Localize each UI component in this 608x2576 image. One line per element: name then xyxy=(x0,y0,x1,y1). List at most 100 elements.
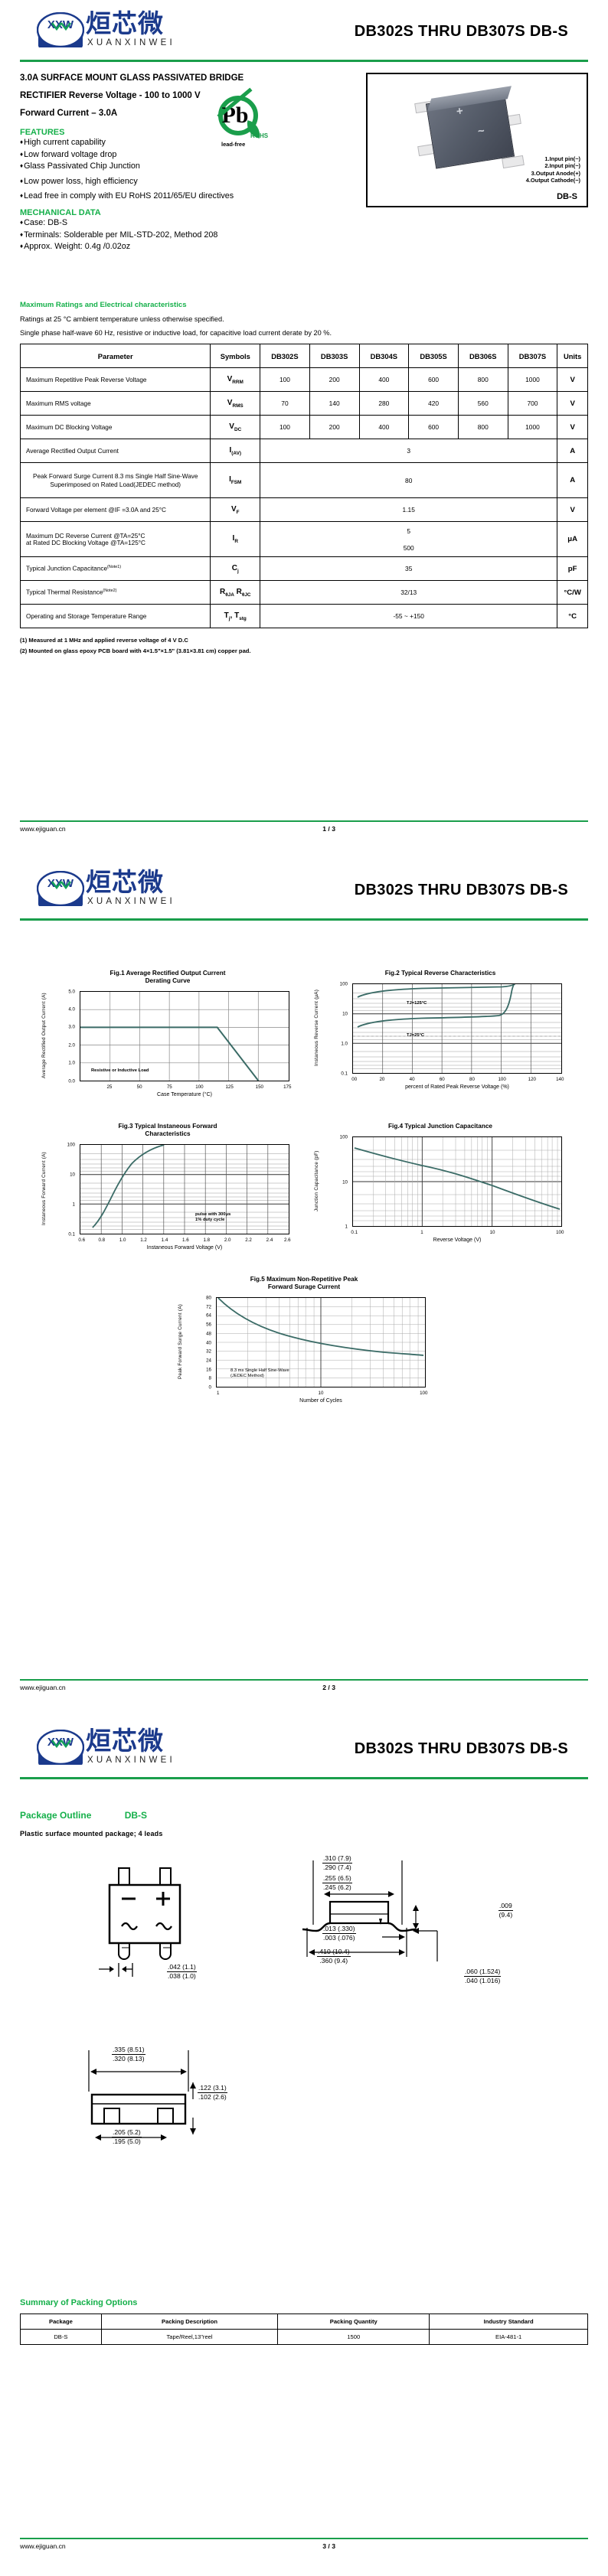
col-packing-description: Packing Description xyxy=(100,2314,279,2330)
y-tick: 40 xyxy=(206,1340,211,1345)
po-heading-part: DB-S xyxy=(124,1810,148,1821)
dim-value-top: .060 (1.524) xyxy=(464,1968,502,1977)
y-tick: 16 xyxy=(206,1367,211,1373)
page-title: DB302S THRU DB307S DB-S xyxy=(354,882,568,898)
dimension-pitch: .205 (5.2) .195 (5.0) xyxy=(112,2128,142,2146)
pin-item: 2.Input pin(~) xyxy=(544,162,580,170)
col-db306s: DB306S xyxy=(457,344,508,368)
param-symbol: VRMS xyxy=(210,391,261,416)
cell-package: DB-S xyxy=(20,2329,102,2345)
table-row: Peak Forward Surge Current 8.3 ms Single… xyxy=(19,462,588,498)
param-symbol: IR xyxy=(210,521,261,557)
x-tick: 125 xyxy=(225,1084,234,1090)
y-tick: 1.0 xyxy=(68,1060,75,1066)
cell-value: 700 xyxy=(507,391,558,416)
col-package: Package xyxy=(20,2314,102,2330)
cell-value-span: 32/13 xyxy=(260,580,558,605)
col-db303s: DB303S xyxy=(309,344,360,368)
pin-list: 1.Input pin(~) 2.Input pin(~) 3.Output A… xyxy=(526,155,580,184)
param-name: Maximum Repetitive Peak Reverse Voltage xyxy=(19,367,211,392)
x-tick: 2.0 xyxy=(224,1237,231,1243)
package-outline-heading: Package Outline DB-S xyxy=(20,1810,588,1821)
param-name: Forward Voltage per element @IF =3.0A an… xyxy=(19,497,211,522)
param-name-line-1: Maximum DC Reverse Current @TA=25°C xyxy=(26,532,145,540)
cell-unit: V xyxy=(557,497,588,522)
y-tick: 0.1 xyxy=(68,1231,75,1237)
y-tick: 1 xyxy=(72,1202,75,1208)
cell-value-span: 5 500 xyxy=(260,521,558,557)
footer-website[interactable]: www.ejiguan.cn xyxy=(20,825,66,833)
x-tick: 0.8 xyxy=(98,1237,106,1243)
specifications-table: Parameter Symbols DB302S DB303S DB304S D… xyxy=(19,344,588,628)
cell-value: 280 xyxy=(358,391,410,416)
chart-fig1: Fig.1 Average Rectified Output Current D… xyxy=(41,970,294,1103)
x-tick: 175 xyxy=(283,1084,292,1090)
mech-item: Approx. Weight: 0.4g /0.02oz xyxy=(20,241,588,253)
x-tick: 1.6 xyxy=(182,1237,189,1243)
chart-xticks: 0.6 0.8 1.0 1.2 1.4 1.6 1.8 2.0 2.2 2.4 … xyxy=(78,1237,290,1245)
package-name: DB-S xyxy=(557,192,577,201)
col-db304s: DB304S xyxy=(358,344,410,368)
dim-value-top: .013 (.330) xyxy=(322,1925,356,1934)
x-tick: 1.0 xyxy=(119,1237,126,1243)
cell-value: 100 xyxy=(260,415,310,439)
chart-annotation: pulse with 300μs 1% duty cycle xyxy=(195,1212,231,1222)
y-tick: 2.0 xyxy=(68,1042,75,1048)
cell-unit: V xyxy=(557,367,588,392)
y-tick: 0.1 xyxy=(341,1071,348,1077)
x-tick: 0.1 xyxy=(351,1230,358,1235)
table-row: DB-S Tape/Reel,13"reel 1500 EIA-481-1 xyxy=(20,2329,588,2345)
x-tick: 00 xyxy=(351,1077,358,1082)
xxw-logo-icon: XXW xyxy=(37,1730,84,1765)
dimension-lead-thickness: .013 (.330) .003 (.076) xyxy=(322,1925,356,1942)
param-name: Average Rectified Output Current xyxy=(19,439,211,463)
y-tick: 0 xyxy=(208,1384,211,1391)
dim-value-bottom: .003 (.076) xyxy=(323,1934,355,1942)
page-number: 1 / 3 xyxy=(322,825,335,833)
page-header: XXW 烜芯微 XUANXINWEI DB302S THRU DB307S DB… xyxy=(20,859,588,918)
table-row: Maximum RMS voltage VRMS 70 140 280 420 … xyxy=(19,391,588,416)
x-tick: 100 xyxy=(195,1084,204,1090)
cell-value: 800 xyxy=(457,415,508,439)
param-symbol: Cj xyxy=(210,556,261,581)
feature-item: High current capability xyxy=(20,137,588,149)
table-row: Average Rectified Output Current I(AV) 3… xyxy=(19,439,588,463)
x-tick: 120 xyxy=(528,1077,536,1082)
chart-title-line-2: Derating Curve xyxy=(145,977,191,984)
packing-options-heading: Summary of Packing Options xyxy=(20,2298,138,2307)
page-footer: www.ejiguan.cn 2 / 3 xyxy=(20,1679,588,1691)
chart-xlabel: percent of Rated Peak Reverse Voltage (%… xyxy=(405,1084,509,1090)
col-db307s: DB307S xyxy=(507,344,558,368)
col-db302s: DB302S xyxy=(260,344,310,368)
dim-value-bottom: .320 (8.13) xyxy=(113,2055,145,2062)
param-symbol: VRRM xyxy=(210,367,261,392)
col-symbols: Symbols xyxy=(210,344,261,368)
param-name: Maximum DC Reverse Current @TA=25°C at R… xyxy=(19,521,211,557)
feature-item: Low forward voltage drop xyxy=(20,149,588,161)
x-tick: 1.8 xyxy=(203,1237,211,1243)
chart-title: Fig.3 Typical Instaneous Forward Charact… xyxy=(41,1123,294,1138)
rohs-lead-free-icon: Pb ROHS lead-free xyxy=(215,87,276,148)
dimension-overall-length: .410 (10.4) .360 (9.4) xyxy=(317,1948,351,1965)
mechanical-data-list: Case: DB-S Terminals: Solderable per MIL… xyxy=(20,217,588,253)
cell-value-span: 80 xyxy=(260,462,558,498)
col-industry-standard: Industry Standard xyxy=(429,2314,588,2330)
footer-website[interactable]: www.ejiguan.cn xyxy=(20,2542,66,2550)
chart-annotation-25c: TJ=25°C xyxy=(407,1033,425,1038)
dim-value-bottom: .102 (2.6) xyxy=(198,2093,227,2101)
x-tick: 2.4 xyxy=(266,1237,273,1243)
cell-value: 420 xyxy=(408,391,459,416)
param-name: Maximum DC Blocking Voltage xyxy=(19,415,211,439)
y-tick: 100 xyxy=(67,1142,75,1148)
table-row: Maximum DC Reverse Current @TA=25°C at R… xyxy=(19,521,588,557)
package-illustration: + ~ xyxy=(414,86,536,174)
y-tick: 72 xyxy=(206,1304,211,1310)
cell-description: Tape/Reel,13"reel xyxy=(100,2329,279,2345)
chart-xlabel: Reverse Voltage (V) xyxy=(433,1237,482,1243)
po-heading-text: Package Outline xyxy=(20,1810,92,1821)
footer-website[interactable]: www.ejiguan.cn xyxy=(20,1684,66,1691)
package-drawings: .042 (1.1) .038 (1.0) .310 (7.9) .290 (7… xyxy=(20,1854,588,2183)
pin-item: 1.Input pin(~) xyxy=(544,155,580,162)
param-symbol: RθJA RθJC xyxy=(210,580,261,605)
y-tick: 48 xyxy=(206,1331,211,1337)
